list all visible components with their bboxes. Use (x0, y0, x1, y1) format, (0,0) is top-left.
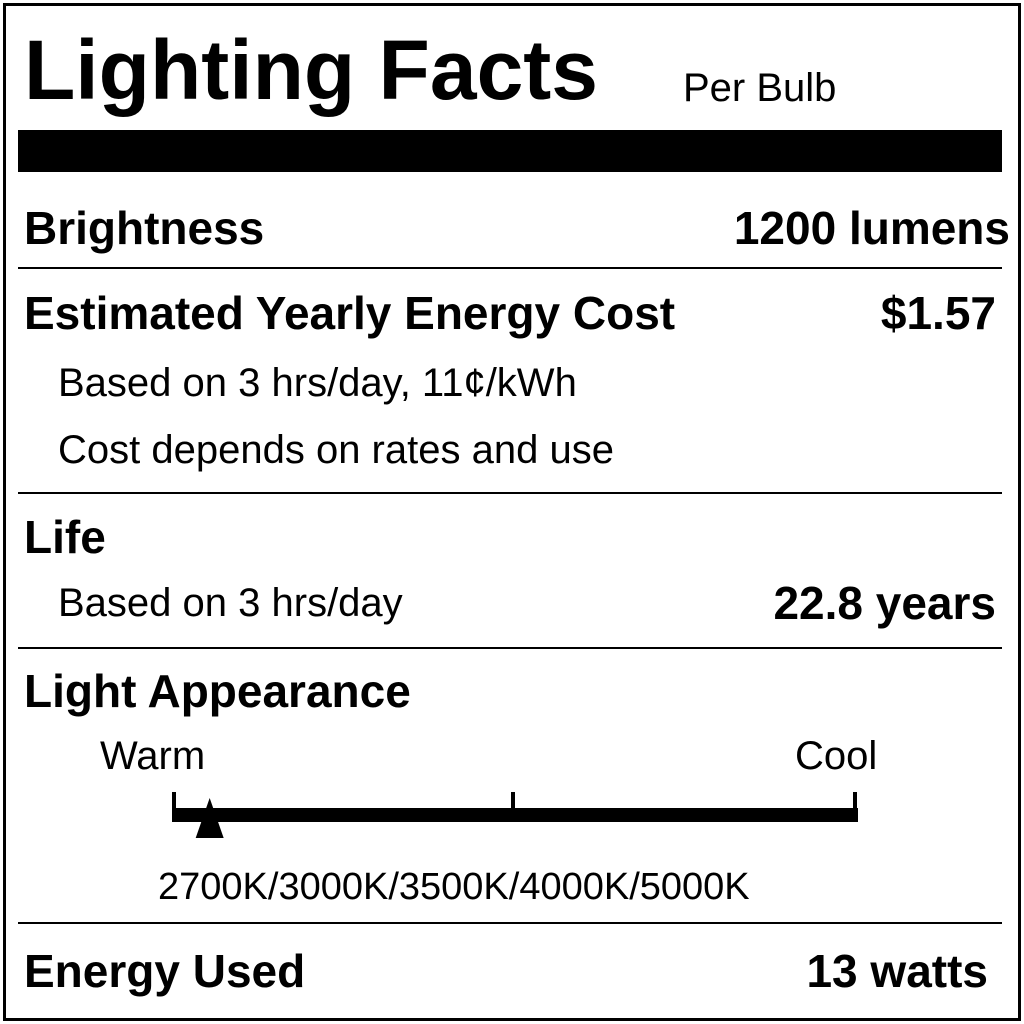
scale-bar (172, 808, 858, 822)
cost-note-1: Based on 3 hrs/day, 11¢/kWh (58, 361, 577, 405)
header-bar (18, 130, 1002, 172)
scale-tick (172, 792, 176, 822)
brightness-value: 1200 lumens (733, 202, 1010, 254)
brightness-label: Brightness (24, 202, 265, 254)
scale-tick (511, 792, 515, 812)
divider (18, 647, 1002, 649)
label-border (3, 3, 1021, 1021)
cool-label: Cool (795, 734, 878, 778)
energy-label: Energy Used (24, 945, 306, 997)
label-title: Lighting Facts (24, 23, 598, 117)
cost-label: Estimated Yearly Energy Cost (24, 287, 676, 339)
scale-label: 2700K/3000K/3500K/4000K/5000K (158, 866, 750, 908)
divider (18, 922, 1002, 924)
cost-value: $1.57 (880, 287, 996, 339)
label-subtitle: Per Bulb (683, 66, 837, 110)
life-note: Based on 3 hrs/day (58, 581, 403, 625)
life-label: Life (24, 511, 106, 563)
scale-tick (853, 792, 857, 822)
life-value: 22.8 years (773, 577, 996, 629)
divider (18, 267, 1002, 269)
energy-value: 13 watts (806, 945, 988, 997)
warm-label: Warm (100, 734, 206, 778)
divider (18, 492, 1002, 494)
scale-marker-triangle-icon (195, 798, 224, 838)
cost-note-2: Cost depends on rates and use (58, 428, 614, 472)
appearance-label: Light Appearance (24, 665, 411, 717)
